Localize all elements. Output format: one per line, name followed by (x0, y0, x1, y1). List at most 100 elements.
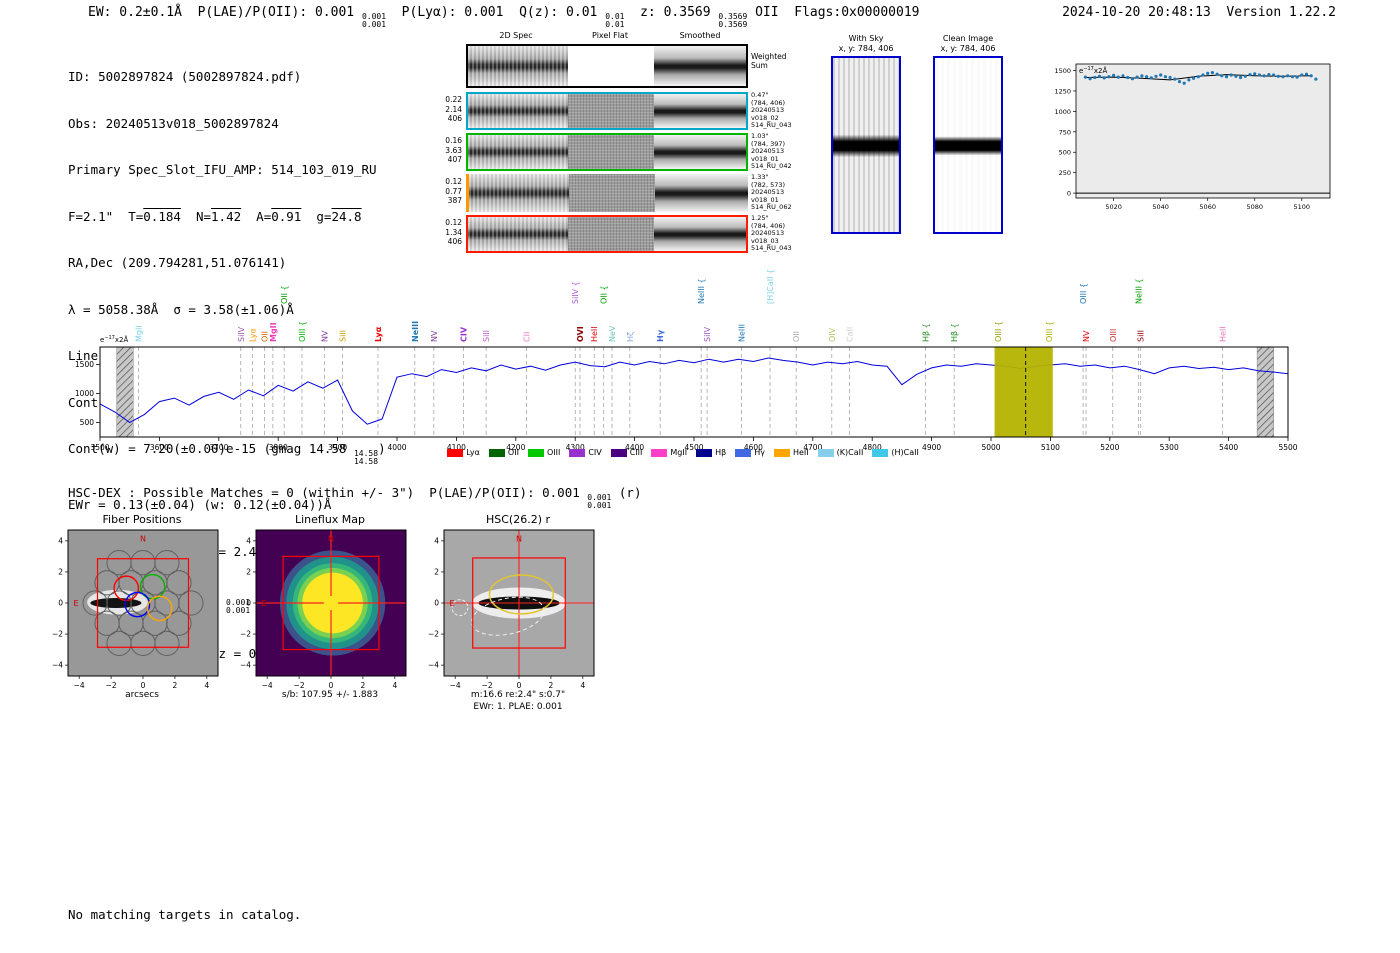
spectral-line-label: Hβ { (950, 323, 959, 342)
flux-data-point (1243, 74, 1247, 78)
plot-bg (100, 347, 1288, 437)
compass-north-label: N (516, 535, 522, 544)
clean-image (933, 56, 1003, 234)
spectral-line-label: OVI (576, 326, 585, 342)
row-stat-value: 406 (447, 237, 462, 246)
tick-label: 2 (173, 681, 178, 690)
tick-label: 0 (1067, 190, 1071, 198)
frac-top: 0.01 (605, 12, 625, 21)
spectral-line-label: Lyα (249, 328, 258, 342)
info-radec: RA,Dec (209.794281,51.076141) (68, 255, 287, 270)
info-id: ID: 5002897824 (5002897824.pdf) (68, 69, 302, 84)
legend-swatch (696, 448, 713, 457)
weighted-sum-label: Weighted Sum (751, 52, 787, 70)
tick-label: 5300 (1160, 443, 1179, 452)
flux-data-point (1112, 73, 1116, 77)
fiber-positions-title: Fiber Positions (102, 513, 182, 526)
legend-item: (K)CaII (817, 448, 863, 457)
flux-data-point (1314, 77, 1318, 81)
tick-label: 4 (246, 536, 251, 545)
info-contw: Cont(w) = 7.20(±0.00)e-15 (gmag 14.58 14… (68, 441, 386, 466)
lineflux-map-panel: N E −4 −4 −2 −2 0 0 2 2 4 4 (240, 529, 407, 690)
spectral-line-label: Hζ (626, 332, 635, 342)
seeing-mid: g= (301, 208, 332, 224)
legend-swatch (651, 448, 668, 457)
flux-data-point (1304, 72, 1309, 76)
tick-label: 1000 (1054, 108, 1071, 116)
tick-label: 4 (204, 681, 209, 690)
tick-label: 5020 (1105, 203, 1122, 211)
lineflux-map-title: Lineflux Map (294, 513, 366, 526)
flux-data-point (1248, 73, 1252, 77)
legend-label: Lyα (466, 448, 480, 457)
lineflux-xlabel: s/b: 107.95 +/- 1.883 (281, 690, 379, 700)
row-pixelflat-image (568, 217, 654, 251)
plae-uncertainty: 0.001 0.001 (362, 13, 386, 29)
row-2dspec-image (468, 94, 568, 128)
fiber-info-line: v018_01 (751, 154, 779, 163)
tick-label: −4 (262, 681, 273, 690)
airmass-value: 0.91 (271, 208, 302, 224)
tick-label: −2 (52, 630, 63, 639)
flux-data-point (1083, 75, 1087, 79)
weighted-2dspec-image (468, 46, 568, 86)
legend-swatch (735, 448, 752, 457)
row-stat-value: 0.22 (445, 95, 462, 104)
spectral-line-label: NeIII (738, 324, 747, 342)
fiber-info-line: 514_RU_043 (751, 121, 792, 130)
info-slot: Primary Spec_Slot_IFU_AMP: 514_103_019_R… (68, 162, 377, 177)
flux-data-point (1210, 71, 1214, 75)
tick-label: 3700 (209, 443, 228, 452)
tick-label: 2 (246, 567, 251, 576)
contw-post: ) (378, 441, 386, 456)
flux-data-point (1163, 75, 1167, 79)
spectral-line-label: OII (792, 331, 801, 342)
tick-label: −2 (240, 630, 251, 639)
tick-label: 4400 (625, 443, 644, 452)
tick-label: 500 (80, 418, 95, 427)
row-weight-stats: 0.22 2.14 406 (428, 95, 462, 124)
flux-data-point (1253, 72, 1257, 76)
flux-data-point (1267, 73, 1271, 77)
spectral-line-label: OII { (600, 285, 609, 304)
legend-item: Lyα (447, 448, 480, 457)
legend-item: CIII (610, 448, 642, 457)
spectral-line-label: HeII (1219, 326, 1228, 342)
header-ew-plae: EW: 0.2±0.1Å P(LAE)/P(OII): 0.001 (88, 5, 362, 20)
fiber-circle (154, 549, 180, 576)
tick-label: 0 (58, 599, 63, 608)
flux-data-point (1196, 75, 1200, 79)
fiber-info-line: 0.47" (751, 91, 769, 99)
legend-swatch (610, 448, 627, 457)
tick-label: −2 (106, 681, 117, 690)
flux-data-point (1159, 73, 1163, 77)
z-uncertainty: 0.3569 0.3569 (718, 13, 747, 29)
tick-label: 250 (1059, 169, 1071, 177)
row-weight-stats: 0.16 3.63 407 (428, 136, 462, 165)
fiber-circle (154, 630, 180, 657)
masked-wavelength-region (116, 346, 134, 438)
row-fiber-info: 1.33" (782, 573) 20240513 v018_01 514_RU_062 (751, 173, 811, 212)
flux-data-point (1140, 74, 1144, 78)
spectral-line-label: CIV (460, 326, 469, 342)
flux-data-point (1107, 75, 1111, 79)
spectral-line-label: MgII (135, 325, 144, 342)
legend-label: Hγ (754, 448, 765, 457)
row-stat-value: 1.34 (445, 227, 462, 237)
legend-item: HeII (773, 448, 809, 457)
legend-item: Hγ (735, 448, 765, 457)
hsc-xlabel2: EWr: 1. PLAE: 0.001 (473, 702, 563, 712)
legend-swatch (447, 448, 464, 457)
sep-ellipse-yellow (488, 574, 555, 615)
spectral-line-label: NV (1082, 330, 1091, 342)
flux-data-point (1182, 81, 1186, 85)
flux-data-point (1097, 74, 1102, 78)
legend-item: MgII (651, 448, 687, 457)
header-plya-qz: P(Lyα): 0.001 Q(z): 0.01 (386, 5, 606, 20)
fiber-info-line: 20240513 (751, 229, 785, 238)
flux-data-point (1121, 74, 1125, 78)
spec2d-row-1 (466, 92, 748, 130)
legend-item: OII (488, 448, 519, 457)
